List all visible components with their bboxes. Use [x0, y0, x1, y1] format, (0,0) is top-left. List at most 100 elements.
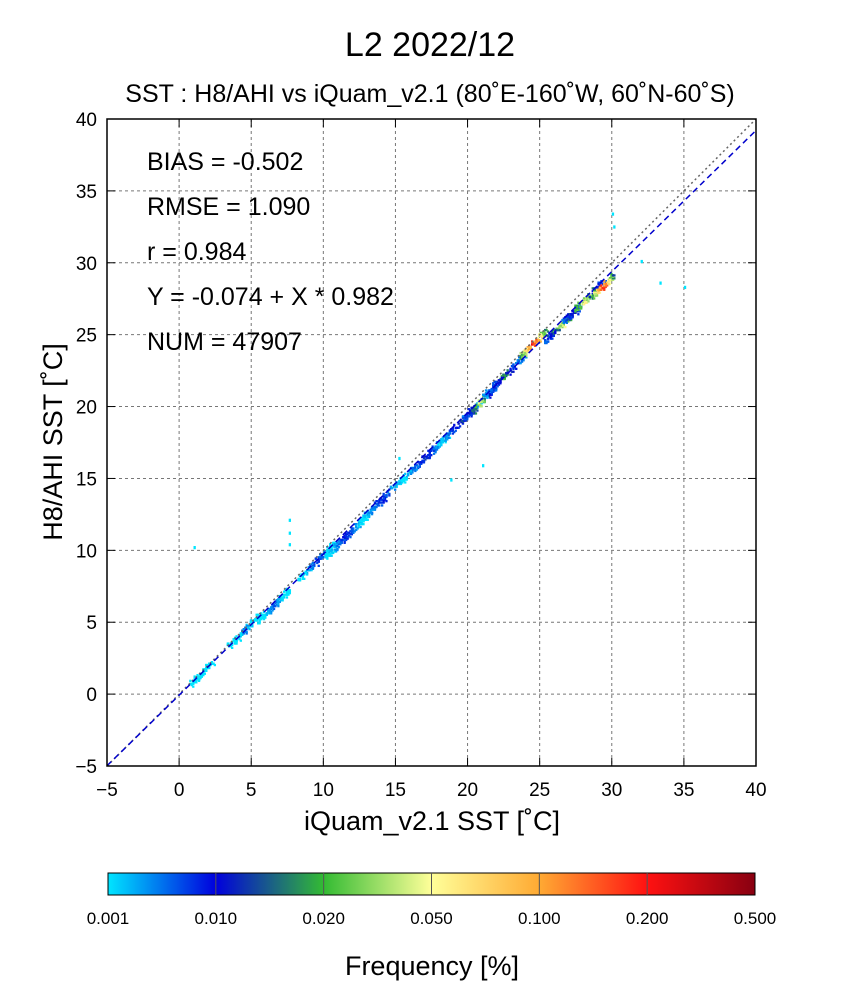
density-cell — [499, 382, 502, 385]
stat-line: RMSE = 1.090 — [147, 193, 310, 221]
density-cell — [522, 353, 525, 356]
density-cell — [414, 468, 417, 471]
density-cell — [332, 544, 335, 547]
density-cell — [549, 336, 553, 339]
density-cell — [546, 340, 550, 343]
density-cell — [362, 515, 365, 519]
density-cell — [301, 576, 305, 579]
density-cell — [404, 477, 407, 480]
density-cell — [598, 285, 602, 289]
density-cell — [499, 377, 502, 381]
density-cell — [598, 282, 602, 286]
density-cell — [567, 316, 570, 319]
density-cell — [353, 523, 356, 526]
density-cell — [512, 370, 515, 373]
density-cell — [448, 429, 452, 432]
density-cell — [277, 600, 280, 603]
density-cell — [257, 622, 260, 625]
density-cell — [329, 554, 332, 557]
density-cell — [518, 360, 521, 363]
density-cell — [339, 538, 342, 542]
density-cell — [471, 412, 475, 415]
density-cell — [274, 605, 277, 608]
density-cell — [402, 477, 406, 480]
density-cell — [327, 548, 331, 552]
density-cell — [461, 416, 465, 419]
density-cell — [327, 554, 331, 557]
x-tick-label: 10 — [313, 780, 334, 801]
density-cell — [205, 666, 208, 670]
density-cell — [490, 392, 493, 395]
density-cell — [193, 681, 196, 684]
density-cell — [480, 400, 483, 404]
density-cell — [197, 678, 201, 681]
density-cell — [428, 454, 431, 457]
density-cell — [428, 452, 431, 455]
density-cell — [304, 570, 307, 573]
colorbar-label: Frequency [%] — [345, 951, 519, 981]
density-cell — [398, 481, 401, 484]
y-tick-label: −5 — [75, 757, 97, 778]
density-cell — [200, 674, 204, 677]
density-cell — [490, 393, 493, 396]
density-cell — [329, 547, 332, 550]
density-cell — [482, 395, 485, 398]
density-cell — [270, 612, 273, 615]
density-cell — [577, 313, 580, 316]
density-cell — [359, 520, 362, 523]
density-cell — [434, 445, 437, 448]
x-tick-label: −5 — [96, 780, 118, 801]
density-cell — [541, 336, 544, 339]
density-cell — [398, 482, 401, 486]
density-cell — [350, 528, 354, 532]
density-cell — [408, 471, 411, 474]
density-cell — [588, 294, 592, 297]
density-cell — [483, 395, 486, 398]
density-cell — [525, 354, 528, 358]
density-cell — [363, 514, 367, 517]
density-cell — [197, 675, 201, 678]
density-cell — [594, 290, 597, 293]
density-cell — [245, 630, 248, 634]
density-cell — [357, 525, 361, 529]
density-cell — [515, 362, 518, 365]
density-cell — [487, 389, 491, 392]
density-cell — [538, 339, 541, 342]
density-cell — [568, 313, 571, 316]
density-cell — [434, 451, 437, 454]
density-cell — [349, 533, 352, 536]
density-cell — [316, 561, 319, 565]
density-cell — [469, 410, 472, 414]
density-cell — [425, 456, 429, 460]
density-cell — [332, 551, 335, 555]
density-cell — [470, 409, 473, 412]
density-cell — [337, 543, 341, 546]
density-cell — [368, 514, 371, 517]
density-cell — [490, 389, 493, 392]
density-cell — [359, 521, 362, 524]
density-cell — [306, 569, 309, 572]
density-cell — [575, 310, 579, 313]
density-cell — [551, 334, 554, 337]
density-cell — [456, 426, 459, 429]
density-cell — [565, 317, 568, 320]
y-tick-label: 5 — [86, 613, 97, 634]
density-cell — [334, 544, 338, 547]
density-cell — [464, 418, 468, 421]
density-cell — [418, 464, 421, 467]
density-cell — [241, 633, 244, 636]
density-cell — [396, 482, 400, 486]
density-cell — [598, 287, 602, 290]
density-cell — [190, 684, 193, 687]
density-cell — [343, 540, 346, 543]
density-cell — [458, 425, 462, 428]
density-cell — [203, 668, 206, 671]
density-cell — [417, 466, 420, 470]
density-cell — [265, 612, 268, 615]
density-cell — [523, 351, 527, 355]
density-cell — [571, 316, 574, 319]
density-cell — [244, 628, 247, 631]
density-cell — [339, 540, 342, 543]
density-cell — [196, 678, 199, 681]
density-cell — [199, 675, 202, 678]
